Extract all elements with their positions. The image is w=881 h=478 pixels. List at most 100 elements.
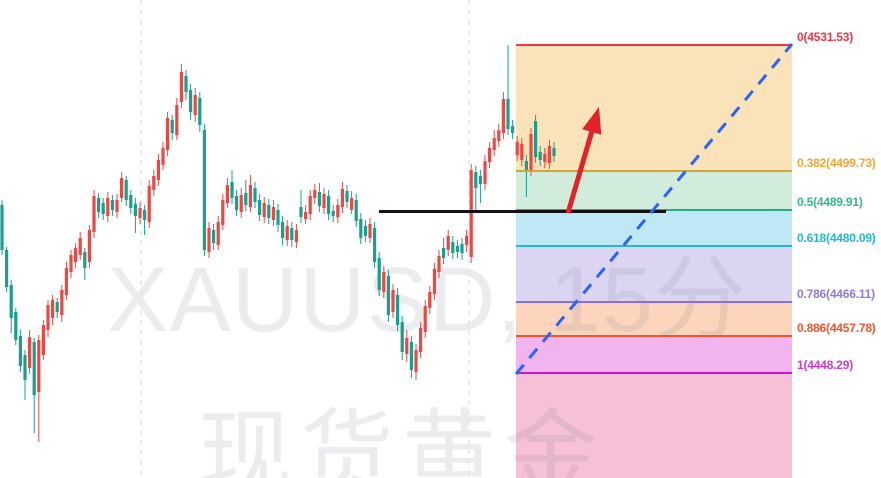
candle-body bbox=[115, 200, 119, 212]
candle-body bbox=[124, 180, 128, 200]
candle-body bbox=[239, 195, 243, 212]
candle-body bbox=[262, 203, 266, 217]
watermark-instrument-name: 现货黄金 bbox=[198, 401, 606, 478]
candle-body bbox=[193, 95, 197, 115]
candle-body bbox=[212, 230, 216, 243]
candle-body bbox=[511, 126, 515, 133]
candle-body bbox=[9, 285, 13, 318]
candle-body bbox=[166, 118, 170, 150]
candle-body bbox=[83, 252, 87, 268]
candle-body bbox=[64, 268, 68, 295]
candle-body bbox=[442, 248, 446, 258]
candle-body bbox=[354, 200, 358, 221]
candle-body bbox=[74, 248, 78, 262]
candle-body bbox=[60, 290, 64, 315]
candle-body bbox=[175, 105, 179, 135]
candle-body bbox=[198, 98, 202, 125]
fib-zone-1 bbox=[516, 373, 792, 478]
candle-body bbox=[0, 205, 4, 250]
candle-body bbox=[414, 350, 418, 372]
candle-body bbox=[248, 185, 252, 207]
candle-body bbox=[294, 230, 298, 242]
candle-body bbox=[451, 242, 455, 253]
up-arrow-head[interactable] bbox=[582, 107, 602, 135]
candle-body bbox=[41, 325, 45, 355]
candle-body bbox=[534, 121, 538, 157]
candle-body bbox=[478, 176, 482, 184]
candle-body bbox=[331, 211, 335, 216]
candle-body bbox=[207, 228, 211, 252]
candle-body bbox=[276, 210, 280, 225]
candle-body bbox=[497, 130, 501, 141]
candle-body bbox=[524, 161, 528, 170]
candle-body bbox=[515, 142, 519, 155]
candle-body bbox=[285, 226, 289, 240]
candle-body bbox=[423, 306, 427, 332]
candle-body bbox=[340, 189, 344, 207]
up-arrow-shaft[interactable] bbox=[565, 127, 596, 214]
candle-body bbox=[336, 205, 340, 217]
fib-label-0886: 0.886(4457.78) bbox=[797, 321, 876, 335]
candle-body bbox=[488, 148, 492, 162]
candle-body bbox=[290, 228, 294, 240]
candle-body bbox=[143, 210, 147, 220]
candle-body bbox=[46, 305, 50, 330]
fib-zone-0.618 bbox=[516, 246, 792, 302]
candle-body bbox=[189, 90, 193, 112]
watermark-symbol: XAUUSD, 15分 bbox=[107, 249, 747, 351]
candle-body bbox=[501, 99, 505, 133]
candle-body bbox=[23, 355, 27, 380]
candle-body bbox=[465, 236, 469, 245]
candle-body bbox=[327, 196, 331, 214]
candle-body bbox=[235, 196, 239, 210]
candle-body bbox=[244, 193, 248, 205]
candle-body bbox=[455, 246, 459, 252]
candle-body bbox=[474, 172, 478, 188]
candle-body bbox=[37, 340, 41, 392]
candle-body bbox=[216, 222, 220, 245]
candle-body bbox=[55, 302, 59, 312]
candle-body bbox=[110, 200, 114, 210]
candle-body bbox=[460, 244, 464, 253]
fib-label-05: 0.5(4489.91) bbox=[797, 195, 863, 209]
fib-label-0786: 0.786(4466.11) bbox=[797, 287, 875, 301]
candle-body bbox=[437, 256, 441, 272]
candle-body bbox=[382, 272, 386, 292]
candle-body bbox=[359, 219, 363, 238]
candle-body bbox=[202, 130, 206, 250]
candle-body bbox=[28, 337, 32, 368]
candles bbox=[0, 45, 556, 442]
candle-body bbox=[538, 152, 542, 160]
candle-body bbox=[350, 198, 354, 210]
candle-body bbox=[179, 72, 183, 102]
candle-body bbox=[520, 144, 524, 160]
fib-zone-0.5 bbox=[516, 210, 792, 246]
candle-body bbox=[221, 200, 225, 225]
candle-body bbox=[230, 182, 234, 198]
candle-body bbox=[156, 160, 160, 180]
candle-body bbox=[304, 212, 308, 219]
candle-body bbox=[225, 185, 229, 203]
candle-body bbox=[469, 170, 473, 257]
candle-body bbox=[506, 99, 510, 129]
fib-zone-0 bbox=[516, 45, 792, 171]
fib-label-0618: 0.618(4480.09) bbox=[797, 231, 876, 245]
candle-body bbox=[405, 338, 409, 354]
candle-body bbox=[258, 200, 262, 215]
candle-body bbox=[129, 195, 133, 208]
candle-body bbox=[138, 208, 142, 218]
candle-body bbox=[483, 161, 487, 184]
candle-body bbox=[419, 328, 423, 352]
trendline[interactable] bbox=[514, 43, 794, 375]
candle-body bbox=[313, 190, 317, 198]
candle-body bbox=[5, 250, 9, 287]
candle-body bbox=[281, 222, 285, 238]
candle-body bbox=[391, 290, 395, 312]
candle-body bbox=[32, 342, 36, 395]
candle-body bbox=[322, 194, 326, 208]
candle-body bbox=[78, 238, 82, 255]
candle-body bbox=[267, 205, 271, 218]
candle-body bbox=[152, 176, 156, 190]
